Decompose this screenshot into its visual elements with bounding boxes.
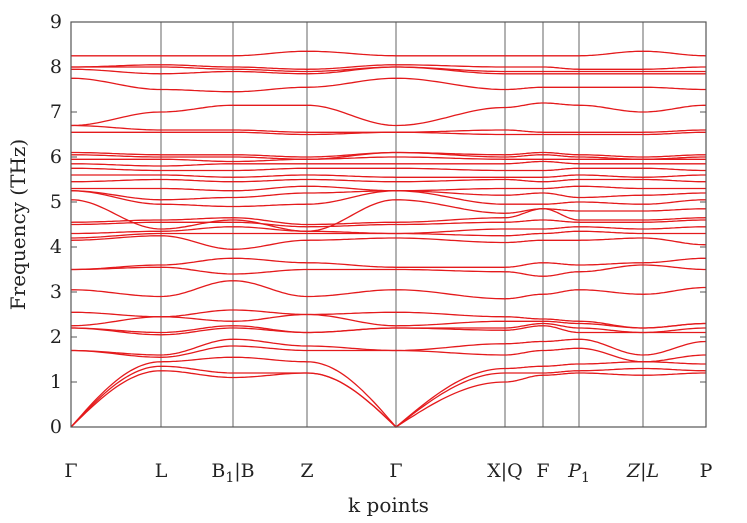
x-tick-label: P1 — [567, 460, 590, 486]
band-line — [71, 160, 706, 167]
y-tick-label: 7 — [50, 101, 62, 123]
x-axis-tick-labels: Γ L B1|B Z Γ X|Q F P1 Z|L P — [64, 460, 712, 486]
x-tick-label: Z|L — [626, 460, 659, 482]
y-tick-label: 0 — [50, 416, 62, 438]
band-line — [71, 77, 706, 93]
band-line — [70, 235, 707, 250]
band-line — [71, 131, 706, 136]
band-line — [71, 151, 706, 160]
band-line — [71, 174, 706, 178]
band-line — [70, 365, 707, 428]
x-tick-label: Γ — [389, 460, 402, 482]
band-line — [71, 226, 706, 235]
band-line — [70, 313, 706, 329]
band-line — [71, 338, 707, 356]
band-line — [71, 322, 706, 334]
x-tick-label: P — [700, 460, 713, 482]
band-line — [71, 309, 706, 329]
y-tick-label: 6 — [50, 146, 62, 168]
band-line — [71, 257, 706, 271]
band-line — [71, 66, 706, 75]
band-line — [71, 167, 706, 172]
phonon-bands — [70, 50, 707, 428]
x-tick-label: L — [155, 460, 168, 482]
band-line — [71, 156, 706, 163]
band-line — [70, 190, 706, 201]
band-line — [71, 230, 706, 239]
y-tick-label: 4 — [50, 236, 62, 258]
x-tick-label: Γ — [64, 460, 77, 482]
plot-frame — [70, 21, 707, 428]
y-tick-label: 5 — [50, 191, 62, 213]
y-tick-label: 2 — [50, 326, 62, 348]
x-tick-label: B1|B — [211, 460, 254, 486]
band-line — [71, 50, 707, 57]
y-axis-title: Frequency (THz) — [6, 139, 30, 310]
band-line — [71, 264, 706, 277]
band-line — [70, 208, 707, 226]
y-tick-label: 3 — [50, 281, 62, 303]
y-axis-ticks: 0 1 2 3 4 5 6 7 8 9 — [50, 11, 706, 438]
band-line — [70, 199, 706, 232]
band-line — [70, 356, 706, 428]
band-line — [71, 325, 706, 336]
band-line — [71, 280, 706, 300]
x-axis-title: k points — [348, 493, 429, 517]
band-line — [71, 66, 706, 73]
band-line — [71, 124, 706, 133]
y-tick-label: 1 — [50, 371, 62, 393]
x-tick-label: X|Q — [487, 460, 523, 482]
band-line — [70, 370, 706, 428]
band-line — [71, 64, 706, 70]
band-line — [71, 185, 706, 192]
band-line — [71, 219, 706, 228]
y-tick-label: 9 — [50, 11, 62, 33]
band-line — [70, 102, 706, 127]
band-line — [71, 151, 706, 158]
band-line — [70, 190, 706, 208]
x-tick-label: Z — [300, 460, 313, 482]
x-tick-label: F — [536, 460, 549, 482]
y-tick-label: 8 — [50, 56, 62, 78]
band-line — [71, 345, 706, 363]
band-line — [71, 178, 706, 183]
